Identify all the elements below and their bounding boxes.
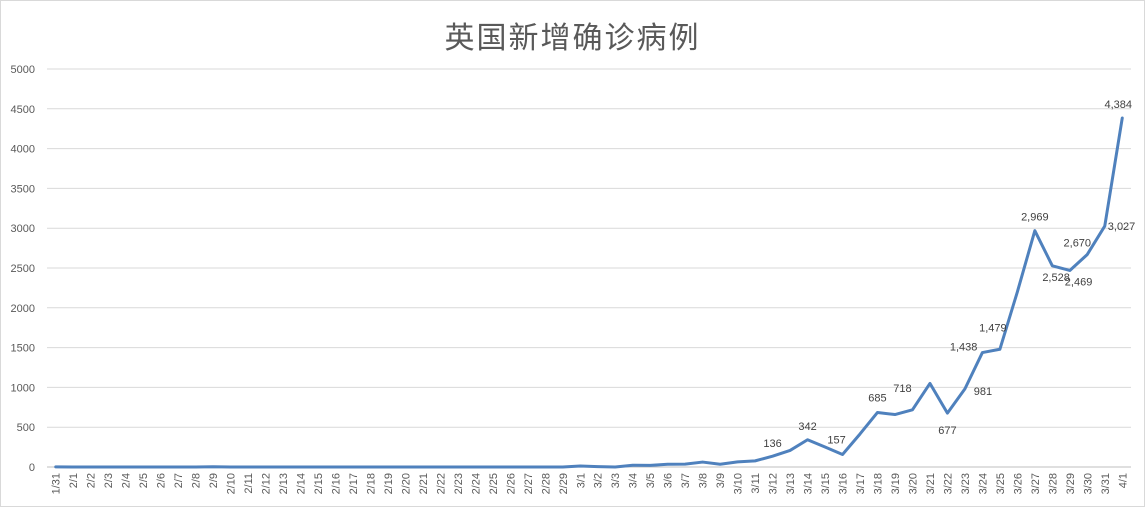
x-tick-label: 3/10 [733,473,745,494]
x-tick-label: 3/19 [890,473,902,494]
x-tick-label: 3/5 [645,473,657,488]
x-tick-label: 1/31 [51,473,63,494]
x-tick-label: 2/15 [313,473,325,494]
x-tick-label: 2/23 [453,473,465,494]
x-tick-label: 2/14 [296,473,308,494]
x-tick-label: 2/12 [261,473,273,494]
x-tick-label: 3/6 [663,473,675,488]
x-tick-label: 3/13 [785,473,797,494]
x-tick-label: 3/24 [977,473,989,494]
x-tick-label: 2/9 [208,473,220,488]
x-tick-label: 2/7 [173,473,185,488]
data-label: 677 [938,425,956,437]
x-tick-label: 3/28 [1047,473,1059,494]
x-tick-label: 2/28 [540,473,552,494]
x-tick-label: 2/25 [488,473,500,494]
y-tick-label: 4000 [11,144,35,156]
x-tick-label: 2/24 [470,473,482,494]
x-tick-label: 2/2 [86,473,98,488]
x-tick-label: 2/21 [418,473,430,494]
x-tick-label: 3/27 [1030,473,1042,494]
x-tick-label: 2/19 [383,473,395,494]
data-label: 2,969 [1021,212,1049,224]
x-tick-label: 2/20 [400,473,412,494]
x-tick-label: 3/18 [872,473,884,494]
data-label: 2,670 [1064,237,1092,249]
chart-title: 英国新增确诊病例 [444,21,701,56]
data-label: 1,438 [950,342,978,354]
x-tick-label: 3/14 [803,473,815,494]
x-tick-label: 2/6 [156,473,168,488]
data-label: 2,469 [1065,276,1093,288]
x-tick-label: 3/30 [1082,473,1094,494]
data-label: 3,027 [1108,221,1136,233]
x-tick-label: 3/1 [575,473,587,488]
y-tick-label: 3500 [11,183,35,195]
x-tick-label: 2/5 [138,473,150,488]
y-tick-label: 2000 [11,303,35,315]
x-tick-label: 2/29 [558,473,570,494]
x-tick-label: 3/21 [925,473,937,494]
x-tick-label: 3/22 [942,473,954,494]
y-tick-label: 1000 [11,382,35,394]
data-label: 685 [868,392,886,404]
y-tick-label: 0 [29,462,35,474]
data-label: 1,479 [979,322,1007,334]
y-tick-label: 5000 [11,64,35,76]
x-tick-label: 3/26 [1012,473,1024,494]
x-tick-label: 3/16 [838,473,850,494]
x-tick-label: 3/20 [907,473,919,494]
x-tick-label: 3/15 [820,473,832,494]
y-tick-label: 4500 [11,104,35,116]
x-tick-label: 3/2 [593,473,605,488]
x-tick-label: 3/17 [855,473,867,494]
data-label: 157 [827,435,845,447]
x-tick-label: 3/9 [715,473,727,488]
data-label: 342 [798,421,816,433]
x-tick-label: 2/3 [103,473,115,488]
x-tick-label: 3/11 [750,473,762,494]
y-tick-label: 3000 [11,223,35,235]
x-tick-label: 3/8 [698,473,710,488]
x-tick-label: 2/10 [226,473,238,494]
data-label: 981 [974,386,992,398]
y-tick-label: 1500 [11,343,35,355]
x-tick-label: 3/4 [628,473,640,488]
x-tick-label: 2/22 [435,473,447,494]
x-tick-label: 2/13 [278,473,290,494]
x-tick-label: 2/27 [523,473,535,494]
x-tick-label: 3/29 [1065,473,1077,494]
series-line [54,116,1124,469]
x-tick-label: 3/3 [610,473,622,488]
x-tick-label: 4/1 [1117,473,1129,488]
x-tick-label: 2/17 [348,473,360,494]
y-tick-label: 2500 [11,263,35,275]
x-tick-label: 2/11 [243,473,255,494]
data-label: 718 [893,383,911,395]
x-tick-label: 2/18 [365,473,377,494]
x-tick-label: 2/26 [505,473,517,494]
x-tick-label: 3/25 [995,473,1007,494]
y-tick-label: 500 [17,422,35,434]
x-tick-label: 3/7 [680,473,692,488]
data-label: 4,384 [1104,99,1132,111]
data-label: 136 [763,438,781,450]
x-tick-label: 3/23 [960,473,972,494]
x-tick-label: 2/1 [68,473,80,488]
x-tick-label: 2/16 [330,473,342,494]
x-tick-label: 3/12 [768,473,780,494]
x-tick-label: 2/8 [191,473,203,488]
data-label: 2,528 [1042,272,1070,284]
x-tick-label: 2/4 [121,473,133,488]
x-tick-label: 3/31 [1100,473,1112,494]
